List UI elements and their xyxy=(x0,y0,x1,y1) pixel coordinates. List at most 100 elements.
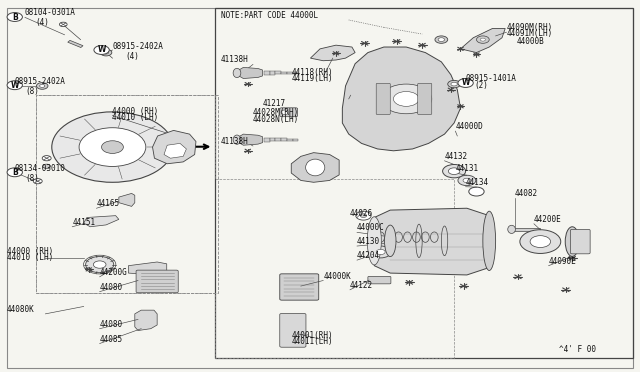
Polygon shape xyxy=(152,131,196,164)
Circle shape xyxy=(520,230,561,253)
Circle shape xyxy=(36,83,48,89)
Circle shape xyxy=(7,13,22,22)
Text: 44132: 44132 xyxy=(445,152,468,161)
FancyBboxPatch shape xyxy=(280,274,319,300)
Text: 44200G: 44200G xyxy=(100,268,127,277)
Text: 44011(LH): 44011(LH) xyxy=(291,337,333,346)
Text: 44000 (RH): 44000 (RH) xyxy=(7,247,53,256)
Circle shape xyxy=(356,211,371,220)
Text: 44165: 44165 xyxy=(97,199,120,208)
Circle shape xyxy=(438,38,445,41)
Text: 44000D: 44000D xyxy=(456,122,483,131)
Bar xyxy=(275,138,281,141)
Circle shape xyxy=(376,249,385,254)
Text: ^4' F 00: ^4' F 00 xyxy=(559,344,596,353)
Text: 44091M(LH): 44091M(LH) xyxy=(506,29,553,38)
Text: B: B xyxy=(12,168,18,177)
Text: NOTE:PART CODE 44000L: NOTE:PART CODE 44000L xyxy=(221,11,318,20)
Ellipse shape xyxy=(385,225,396,257)
Text: B: B xyxy=(12,13,18,22)
Text: (2): (2) xyxy=(474,81,488,90)
Circle shape xyxy=(42,155,51,161)
FancyBboxPatch shape xyxy=(368,276,391,284)
Circle shape xyxy=(100,49,112,56)
Ellipse shape xyxy=(367,217,381,265)
Bar xyxy=(281,138,287,141)
Bar xyxy=(287,72,292,74)
Text: 44200E: 44200E xyxy=(534,215,562,224)
Text: 44082: 44082 xyxy=(515,189,538,198)
Text: 44118(RH): 44118(RH) xyxy=(291,68,333,77)
Text: (4): (4) xyxy=(36,18,50,28)
Circle shape xyxy=(60,22,67,27)
Ellipse shape xyxy=(508,225,515,234)
Circle shape xyxy=(394,92,419,106)
Polygon shape xyxy=(291,153,339,182)
Text: 44000K: 44000K xyxy=(323,272,351,280)
Bar xyxy=(292,139,298,141)
Text: (4): (4) xyxy=(125,52,139,61)
Polygon shape xyxy=(342,47,461,151)
Polygon shape xyxy=(164,143,186,158)
Circle shape xyxy=(102,141,124,153)
Circle shape xyxy=(94,45,109,54)
Text: 44080K: 44080K xyxy=(7,305,35,314)
Bar xyxy=(292,72,298,74)
Circle shape xyxy=(93,261,106,268)
Text: 44010 (LH): 44010 (LH) xyxy=(7,253,53,262)
Circle shape xyxy=(458,175,476,186)
Text: 44134: 44134 xyxy=(466,178,489,187)
Text: (8): (8) xyxy=(25,174,39,183)
Circle shape xyxy=(33,179,42,184)
Polygon shape xyxy=(84,216,119,227)
Circle shape xyxy=(449,168,460,174)
Polygon shape xyxy=(310,45,355,61)
Circle shape xyxy=(360,214,367,218)
Circle shape xyxy=(451,82,458,86)
Text: W: W xyxy=(461,78,470,87)
Text: 41217: 41217 xyxy=(262,99,285,108)
Text: W: W xyxy=(97,45,106,54)
Text: 44204: 44204 xyxy=(357,251,380,260)
Circle shape xyxy=(40,84,45,87)
Text: 44130: 44130 xyxy=(357,237,380,246)
Circle shape xyxy=(443,164,466,178)
Circle shape xyxy=(435,36,448,43)
Text: 08104-0301A: 08104-0301A xyxy=(25,9,76,17)
Text: 44122: 44122 xyxy=(350,281,373,290)
Text: 44080: 44080 xyxy=(100,283,123,292)
Bar xyxy=(287,138,292,141)
FancyBboxPatch shape xyxy=(280,314,306,347)
Text: 44000C: 44000C xyxy=(357,223,385,232)
Text: 44010 (LH): 44010 (LH) xyxy=(113,113,159,122)
FancyBboxPatch shape xyxy=(418,83,432,115)
FancyBboxPatch shape xyxy=(376,83,390,115)
Text: 44028N(LH): 44028N(LH) xyxy=(253,115,299,124)
FancyBboxPatch shape xyxy=(280,108,298,117)
Polygon shape xyxy=(461,29,505,52)
Circle shape xyxy=(468,187,484,196)
Text: 44001(RH): 44001(RH) xyxy=(291,331,333,340)
Text: 08915-1401A: 08915-1401A xyxy=(466,74,516,83)
Text: 08134-03010: 08134-03010 xyxy=(15,164,66,173)
Bar xyxy=(68,41,83,48)
Bar xyxy=(36,95,218,294)
Bar xyxy=(269,71,275,75)
FancyBboxPatch shape xyxy=(570,230,590,254)
Bar xyxy=(281,72,287,74)
Polygon shape xyxy=(135,310,157,331)
Text: 44000B: 44000B xyxy=(516,37,545,46)
Bar xyxy=(264,138,269,141)
Polygon shape xyxy=(239,134,262,145)
Bar xyxy=(511,228,540,231)
Circle shape xyxy=(7,168,22,177)
Ellipse shape xyxy=(306,159,324,176)
Circle shape xyxy=(381,84,432,114)
Text: 44080: 44080 xyxy=(100,320,123,329)
Circle shape xyxy=(104,51,109,54)
Text: 08915-2402A: 08915-2402A xyxy=(113,42,163,51)
Text: 41138H: 41138H xyxy=(221,137,249,146)
Bar xyxy=(264,71,269,75)
Ellipse shape xyxy=(483,211,495,270)
Text: 44119(LH): 44119(LH) xyxy=(291,74,333,83)
